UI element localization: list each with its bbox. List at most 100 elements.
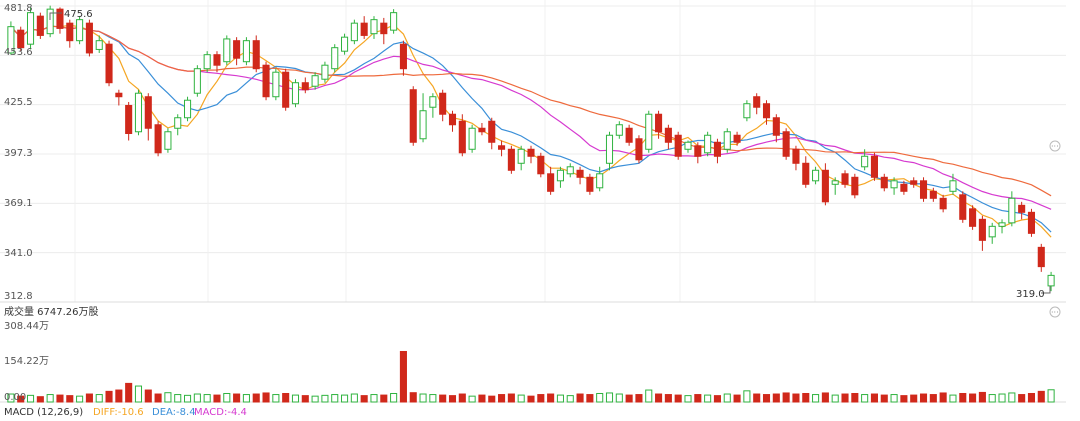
candle-body [36,15,44,36]
volume-bar [713,395,721,403]
candle-body [498,145,506,150]
candle-body [76,19,84,42]
candle-body [684,141,692,150]
candle-body [596,173,604,189]
candle-body [350,22,358,42]
volume-bar [291,394,300,403]
candle-body [919,180,928,199]
volume-bar [390,392,398,403]
candle-body [429,96,437,108]
price-panel-handle-circle[interactable] [1049,140,1061,152]
volume-bar [645,389,653,403]
macd-name: MACD (12,26,9) [4,407,83,417]
volume-bar [547,393,555,403]
volume-bar [498,394,506,403]
low-label: 319.0 [1016,289,1045,300]
volume-bar [566,395,574,403]
volume-bar [380,394,388,403]
volume-bar [684,395,692,403]
volume-bar [66,395,74,403]
candle-body [341,36,349,52]
volume-bar [625,394,633,403]
volume-bar [419,393,427,403]
price-panel-handle[interactable]: ··· [1049,140,1061,152]
candle-body [900,183,908,192]
candle-body [390,12,398,31]
volume-bar [635,394,643,403]
volume-bar [56,394,64,403]
candle-body [399,43,407,70]
volume-bar [576,393,584,403]
ma5-line [10,24,1052,238]
volume-bar [929,394,937,403]
volume-tick: 154.22万 [4,356,49,367]
price-tick: 341.0 [4,248,33,259]
candle-body [85,22,93,54]
volume-bar [959,392,967,403]
candle-body [556,169,564,182]
candle-body [380,22,388,35]
candle-body [154,124,162,154]
candle-body [203,54,211,70]
volume-bar [1018,394,1026,403]
volume-bar [458,393,466,403]
volume-bar [429,394,437,403]
candle-body [831,180,839,185]
volume-bar [1047,389,1055,403]
volume-bar [782,392,790,403]
volume-bar [694,394,702,403]
volume-bar [978,391,986,403]
volume-panel-handle-circle[interactable] [1049,306,1061,318]
candle-body [95,40,103,50]
volume-bar [998,393,1006,403]
candle-body [242,40,250,63]
volume-bar [556,394,564,403]
volume-bar [488,395,496,403]
volume-bar [448,395,457,403]
ma30-line [10,25,1052,197]
macd-header: MACD (12,26,9) DIFF:-10.6 DEA:-8.4 MACD:… [4,407,247,418]
candle-body [625,127,633,143]
candle-body [753,96,761,108]
volume-bar [360,395,368,403]
volume-bar [831,394,839,403]
volume-bar [85,393,93,403]
candle-body [125,104,133,135]
volume-bar [399,350,407,403]
candle-body [723,131,731,150]
candle-body [448,113,457,126]
volume-bar [605,392,614,403]
volume-axis: 308.44万 154.22万 0.00 [4,321,49,403]
candle-body [174,117,182,129]
candle-body [566,166,574,175]
ma10-line [10,25,1052,233]
candle-body [439,92,447,115]
candle-body [7,26,15,54]
candle-body [586,176,594,192]
candle-body [762,103,771,119]
volume-bar [242,394,250,403]
volume-bar [125,382,133,403]
candle-body [645,113,653,150]
candle-body [576,169,584,178]
candle-body [547,173,555,192]
volume-bar [115,389,123,403]
candle-body [978,218,986,241]
candle-body [939,197,947,210]
candle-body [26,12,35,45]
candle-body [655,113,663,133]
volume-bar [350,393,358,403]
candle-body [537,155,545,175]
volume-bar [1037,390,1045,403]
volume-bar [841,393,849,403]
volume-tick: 0.00 [4,392,26,403]
candle-body [674,134,682,157]
volume-bar [252,393,260,403]
candle-body [223,38,231,63]
volume-panel-handle[interactable]: ··· [1049,306,1061,318]
volume-bar [812,394,820,403]
volume-bar [262,392,270,403]
volume-tick: 308.44万 [4,321,49,332]
